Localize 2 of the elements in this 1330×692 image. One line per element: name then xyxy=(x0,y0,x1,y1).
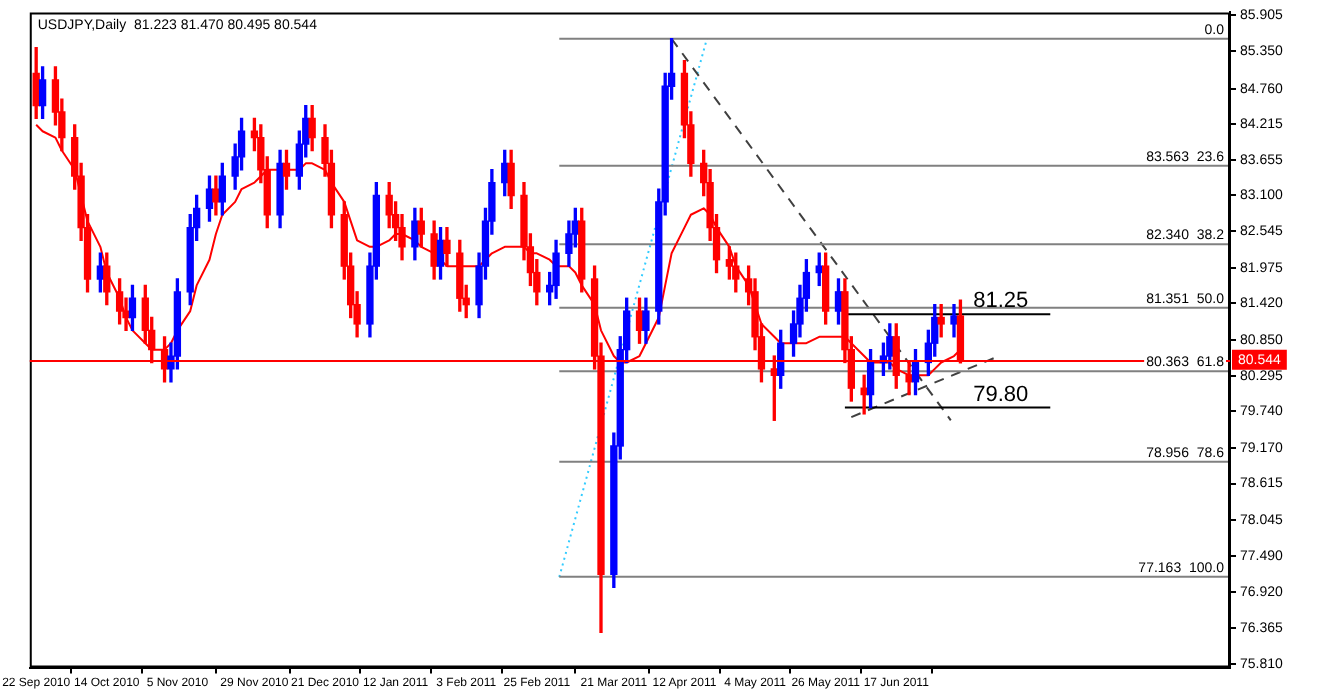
series-label: 81.25 xyxy=(973,289,1029,314)
series-label: 79.80 xyxy=(973,382,1029,407)
